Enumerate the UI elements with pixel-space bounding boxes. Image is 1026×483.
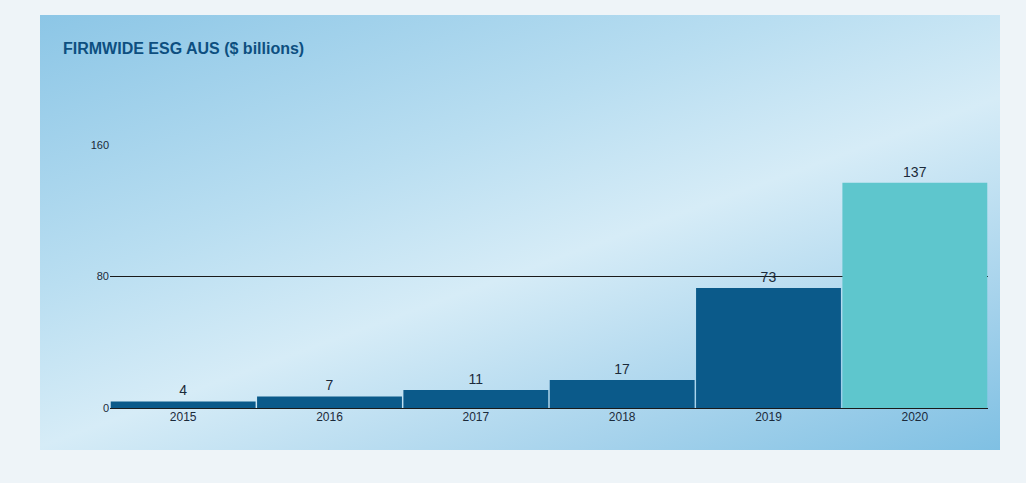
svg-text:0: 0 (103, 402, 109, 414)
svg-text:2019: 2019 (755, 410, 782, 424)
svg-text:11: 11 (468, 371, 483, 387)
svg-text:2018: 2018 (609, 410, 636, 424)
svg-text:7: 7 (326, 377, 334, 393)
svg-text:17: 17 (614, 361, 630, 377)
svg-text:2020: 2020 (901, 410, 928, 424)
svg-text:160: 160 (91, 139, 109, 151)
svg-text:73: 73 (761, 269, 777, 285)
svg-text:80: 80 (97, 270, 109, 282)
svg-text:137: 137 (903, 164, 927, 180)
svg-text:2015: 2015 (170, 410, 197, 424)
svg-text:2017: 2017 (462, 410, 489, 424)
svg-text:FIRMWIDE ESG AUS ($ billions): FIRMWIDE ESG AUS ($ billions) (63, 40, 304, 57)
svg-text:4: 4 (179, 382, 187, 398)
svg-text:2016: 2016 (316, 410, 343, 424)
